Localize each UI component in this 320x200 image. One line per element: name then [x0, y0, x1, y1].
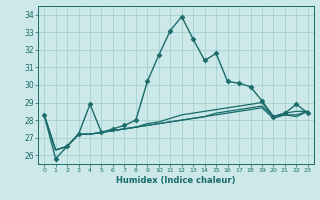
X-axis label: Humidex (Indice chaleur): Humidex (Indice chaleur) [116, 176, 236, 185]
